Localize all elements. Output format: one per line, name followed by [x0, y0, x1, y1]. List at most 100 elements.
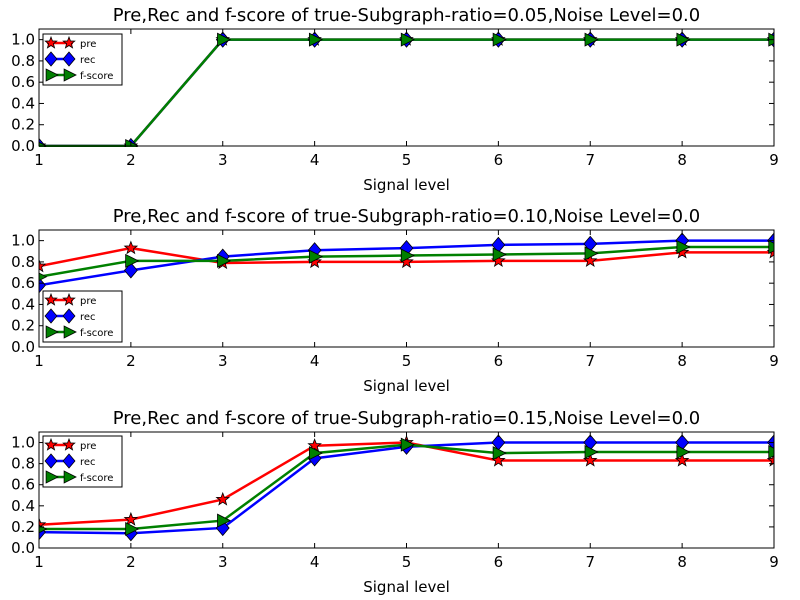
legend-marker-rec [62, 308, 76, 324]
y-tick-label: 0.0 [11, 338, 35, 356]
x-tick-label: 2 [126, 151, 136, 169]
data-point-f-score [400, 32, 415, 47]
x-tick-label: 1 [34, 553, 44, 571]
data-point-pre [123, 511, 139, 526]
data-point-f-score [39, 272, 48, 281]
series-line-rec [39, 38, 774, 147]
x-tick-label: 5 [402, 553, 412, 571]
data-point-f-score [492, 446, 507, 461]
chart-title: Pre,Rec and f-score of true-Subgraph-rat… [113, 5, 700, 26]
legend-label-f-score: f-score [80, 473, 113, 484]
legend-label-pre: pre [80, 296, 96, 307]
legend-label-pre: pre [80, 441, 96, 452]
chart-panel-2: Pre,Rec and f-score of true-Subgraph-rat… [11, 206, 779, 395]
legend-marker-f-score [63, 68, 77, 82]
data-point-f-score [676, 239, 691, 255]
data-point-f-score [308, 446, 324, 461]
legend: pre rec f-score [42, 33, 123, 86]
x-tick-label: 7 [585, 352, 595, 370]
data-point-f-score [125, 521, 140, 537]
x-tick-label: 7 [585, 553, 595, 571]
legend: pre rec f-score [42, 435, 123, 488]
chart-panel-3: Pre,Rec and f-score of true-Subgraph-rat… [11, 408, 779, 596]
legend-marker-rec [62, 51, 76, 67]
data-point-f-score [125, 253, 140, 268]
x-tick-label: 3 [218, 352, 228, 370]
data-point-pre [307, 438, 322, 452]
legend-marker-rec [44, 453, 58, 469]
legend-label-pre: pre [80, 39, 96, 50]
data-point-f-score [768, 239, 774, 255]
data-point-f-score [308, 249, 324, 264]
y-tick-label: 0.6 [11, 73, 35, 91]
x-tick-label: 6 [494, 352, 504, 370]
x-tick-label: 4 [310, 553, 320, 571]
x-tick-label: 9 [769, 352, 779, 370]
x-tick-label: 4 [310, 151, 320, 169]
x-tick-label: 2 [126, 352, 136, 370]
plot-area [39, 232, 774, 294]
data-point-f-score [492, 32, 507, 47]
y-tick-label: 0.2 [11, 518, 35, 536]
legend-marker-f-score [63, 470, 77, 484]
legend-label-rec: rec [80, 457, 96, 468]
y-tick-label: 0.2 [11, 317, 35, 335]
y-tick-label: 0.4 [11, 295, 35, 313]
x-tick-label: 9 [769, 151, 779, 169]
legend-marker-rec [44, 308, 58, 324]
data-point-pre [123, 240, 139, 255]
chart-panel-1: Pre,Rec and f-score of true-Subgraph-rat… [11, 5, 779, 194]
data-point-f-score [492, 247, 507, 262]
legend-label-rec: rec [80, 312, 96, 323]
x-tick-label: 2 [126, 553, 136, 571]
data-point-rec [123, 262, 138, 279]
data-point-f-score [768, 445, 774, 460]
y-tick-label: 0.6 [11, 476, 35, 494]
y-tick-label: 0.2 [11, 116, 35, 134]
x-tick-label: 6 [494, 151, 504, 169]
data-point-f-score [676, 445, 691, 460]
series-line-rec [39, 441, 774, 535]
y-tick-label: 0.4 [11, 497, 35, 515]
legend-marker-pre [62, 292, 76, 306]
x-tick-label: 6 [494, 553, 504, 571]
x-tick-label: 4 [310, 352, 320, 370]
y-tick-label: 0.8 [11, 455, 35, 473]
legend-marker-rec [62, 453, 76, 469]
data-point-pre [215, 491, 231, 506]
legend-label-rec: rec [80, 55, 96, 66]
data-point-f-score [400, 248, 415, 263]
series-line-f-score [39, 38, 774, 147]
x-axis-label: Signal level [363, 377, 450, 395]
legend-marker-f-score [45, 325, 59, 339]
x-tick-label: 5 [402, 151, 412, 169]
y-tick-label: 1.0 [11, 434, 35, 452]
x-tick-label: 5 [402, 352, 412, 370]
plot-area [39, 434, 774, 542]
x-tick-label: 1 [34, 352, 44, 370]
legend-marker-rec [44, 51, 58, 67]
data-point-f-score [400, 437, 415, 452]
data-point-f-score [584, 445, 599, 460]
legend-label-f-score: f-score [80, 71, 113, 82]
series-line-pre [39, 38, 774, 147]
data-point-pre [39, 258, 47, 273]
plot-area [39, 31, 774, 147]
data-point-f-score [584, 246, 599, 261]
x-tick-label: 8 [677, 553, 687, 571]
legend-marker-pre [44, 292, 58, 306]
data-point-f-score [217, 513, 232, 528]
y-tick-label: 1.0 [11, 232, 35, 250]
chart-title: Pre,Rec and f-score of true-Subgraph-rat… [113, 408, 700, 429]
legend-label-f-score: f-score [80, 328, 113, 339]
x-axis-label: Signal level [363, 176, 450, 194]
legend-marker-f-score [45, 470, 59, 484]
legend-marker-pre [44, 437, 58, 451]
x-tick-label: 8 [677, 352, 687, 370]
legend: pre rec f-score [42, 290, 123, 343]
data-point-f-score [584, 32, 599, 47]
legend-marker-f-score [45, 68, 59, 82]
x-tick-label: 3 [218, 151, 228, 169]
data-point-f-score [217, 32, 232, 47]
